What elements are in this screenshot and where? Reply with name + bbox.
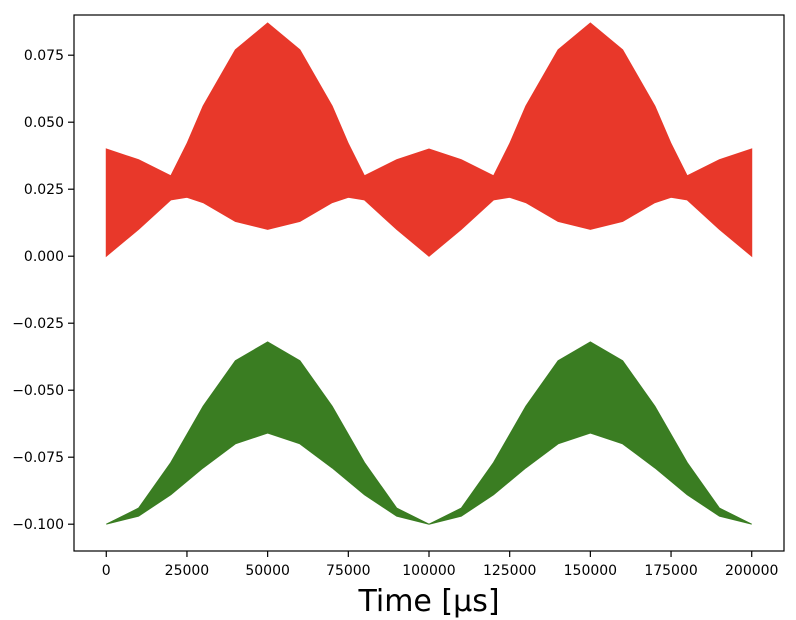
x-tick-label: 50000 [245, 563, 290, 579]
x-tick-label: 25000 [165, 563, 210, 579]
y-tick-label: 0.050 [24, 115, 64, 131]
y-axis-ticks: 0.075 0.050 0.025 0.000 −0.025 −0.050 −0.075 −0… [12, 48, 74, 533]
x-tick-label: 0 [102, 563, 111, 579]
x-tick-label: 200000 [725, 563, 778, 579]
x-tick-label: 75000 [326, 563, 371, 579]
series-band-2 [106, 341, 752, 525]
y-tick-label: 0.000 [24, 249, 64, 265]
series-layer [105, 22, 753, 525]
x-axis-ticks: 0 25000 50000 75000 100000 125000 150000 175000… [102, 551, 778, 579]
y-tick-label: −0.050 [12, 383, 64, 399]
x-tick-label: 125000 [483, 563, 536, 579]
x-tick-label: 100000 [402, 563, 455, 579]
x-tick-label: 175000 [644, 563, 697, 579]
y-tick-label: −0.025 [12, 316, 64, 332]
x-axis-title: Time [µs] [357, 584, 499, 619]
x-tick-label: 150000 [564, 563, 617, 579]
series-band-1 [105, 22, 753, 258]
y-tick-label: −0.075 [12, 450, 64, 466]
y-tick-label: −0.100 [12, 517, 64, 533]
y-tick-label: 0.075 [24, 48, 64, 64]
y-tick-label: 0.025 [24, 182, 64, 198]
